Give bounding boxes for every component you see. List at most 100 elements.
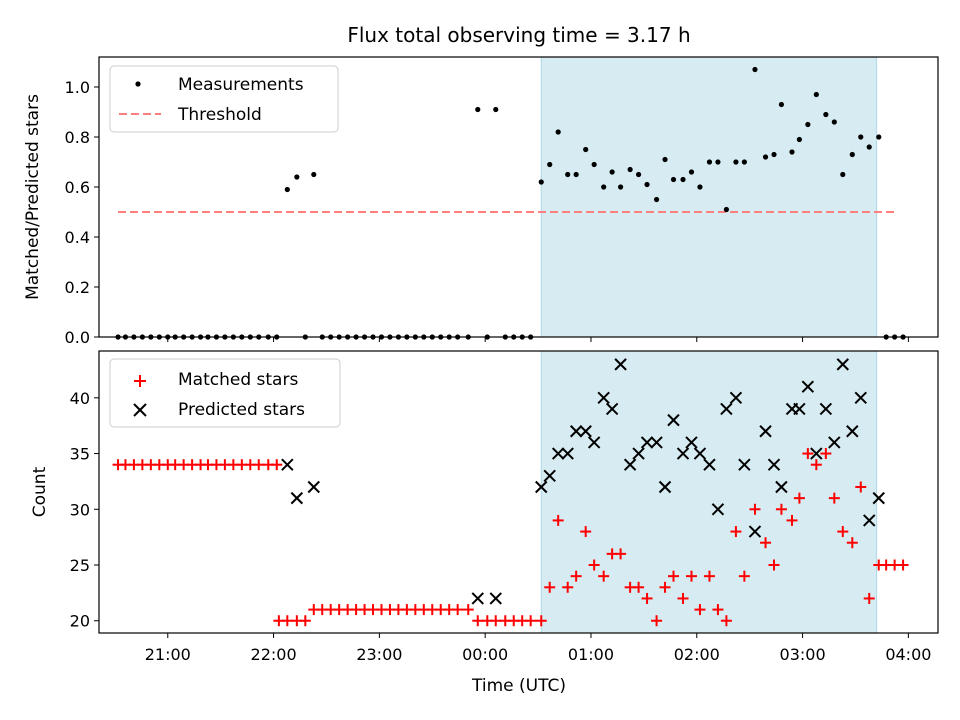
predicted-star-point [738,458,751,471]
matched-star-point [685,570,697,582]
matched-star-point [768,559,780,571]
predicted-star-point [793,402,806,416]
matched-star-point [749,503,761,515]
legend-ratio: Measurements Threshold [109,65,339,133]
x-tick-label: 22:00 [251,645,297,664]
matched-star-point [633,581,645,593]
y-tick-label: 0.8 [65,128,90,147]
measurement-points [115,66,906,340]
observing-window-span [540,350,878,634]
ratio-panel: 0.0 0.2 0.4 0.6 0.8 1.0 Matched/Predicted sta… [23,56,939,347]
predicted-star-point [281,458,294,471]
y-tick-label: 40 [70,389,90,408]
matched-star-point [598,570,610,582]
predicted-star-point [828,436,841,449]
predicted-star-point [775,480,788,494]
matched-star-point [897,559,909,571]
x-ticks-top [167,337,909,342]
x-tick-label: 23:00 [356,645,402,664]
matched-star-point [490,615,502,627]
y-tick-label: 20 [70,612,90,631]
predicted-star-point [561,447,574,460]
count-panel-frame [98,350,939,634]
measurement-point [796,136,803,143]
matched-star-point [802,448,814,460]
matched-star-point [271,459,283,471]
y-axis-count: 20 25 30 35 40 [70,389,99,631]
predicted-star-point [759,425,772,438]
predicted-star-point [579,425,592,438]
measurement-point [680,176,686,183]
x-axis-time: 21:00 22:00 23:00 00:00 01:00 02:00 03:00 04:00 [145,633,931,664]
matched-star-point [472,615,484,627]
matched-star-point [775,503,787,515]
measurement-point [866,144,872,150]
ratio-panel-frame [98,56,939,338]
measurement-point [601,184,607,190]
measurement-point [723,206,729,213]
matched-star-point [580,526,592,538]
predicted-star-point [587,436,601,449]
y-tick-label: 0.4 [65,228,90,247]
matched-star-point [552,514,564,526]
measurement-point [858,134,864,140]
measurement-point [706,159,713,165]
matched-star-point [544,581,556,593]
matched-star-point [299,615,311,627]
matched-star-point [810,459,822,471]
predicted-star-point [658,480,672,494]
matched-star-point [641,592,653,604]
matched-star-point [793,492,805,504]
y-tick-label: 0.0 [65,328,90,347]
measurement-point [644,181,650,188]
predicted-star-point [685,436,698,449]
predicted-star-point [569,425,583,438]
count-panel: 20 25 30 35 40 21:00 22:00 23:00 00:00 01:00 02:0… [30,350,939,696]
matched-star-point [738,570,750,582]
predicted-star-point [801,380,815,393]
measurement-point [627,166,633,173]
matched-star-point [651,615,663,627]
measurement-point [840,171,846,178]
predicted-star-point [846,425,859,438]
x-tick-label: 01:00 [568,645,614,664]
measurement-point [715,159,721,165]
measurement-point [805,121,811,128]
predicted-star-point [551,447,565,460]
predicted-star-point [640,436,654,449]
predicted-star-point [711,503,725,516]
measurement-point [573,171,579,178]
chart-title: Flux total observing time = 3.17 h [347,23,690,47]
matched-star-point [730,526,742,538]
x-tick-label: 21:00 [145,645,191,664]
predicted-star-point [307,480,320,494]
matched-star-point [615,548,627,560]
x-tick-label: 04:00 [885,645,931,664]
y-tick-label: 35 [70,445,90,464]
measurement-point [762,154,769,160]
predicted-star-point [703,458,716,471]
matched-star-point [720,615,732,627]
predicted-star-point [720,402,733,416]
matched-star-point [677,592,689,604]
predicted-star-point [748,525,762,538]
x-axis-label-time: Time (UTC) [471,676,566,696]
measurement-point [635,171,642,178]
predicted-star-point [872,491,885,505]
predicted-star-point [471,592,484,605]
measurement-point [311,171,317,178]
y-tick-label: 1.0 [65,78,90,97]
predicted-star-point [632,447,645,460]
measurement-point [752,66,758,73]
predicted-star-point [676,447,690,460]
matched-star-point [703,570,715,582]
matched-star-point [786,514,798,526]
measurement-point [733,159,739,165]
matched-star-point [525,615,537,627]
y-axis-label-count: Count [30,466,50,517]
matched-star-point [863,592,875,604]
predicted-star-point [729,391,743,405]
y-axis-ratio: 0.0 0.2 0.4 0.6 0.8 1.0 [65,78,99,347]
x-tick-label: 02:00 [674,645,720,664]
